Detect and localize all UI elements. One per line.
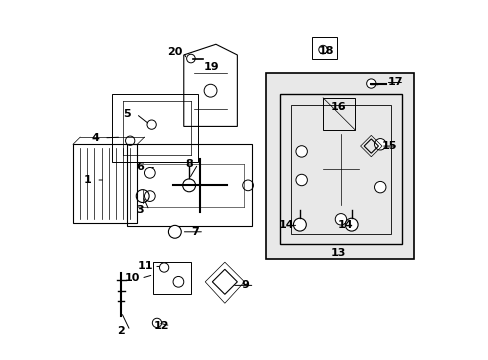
Circle shape [374,181,385,193]
Text: 19: 19 [203,63,219,72]
Text: 4: 4 [91,133,99,143]
Text: 2: 2 [117,326,125,336]
Text: 9: 9 [241,280,249,291]
Text: 14: 14 [337,220,353,230]
Text: 16: 16 [329,102,345,112]
Circle shape [159,263,168,272]
Circle shape [183,179,195,192]
Text: 15: 15 [381,141,396,151]
Text: 20: 20 [167,47,182,57]
Circle shape [345,218,357,231]
Circle shape [295,174,307,186]
Text: 5: 5 [123,109,131,119]
Text: 3: 3 [136,205,143,215]
Text: 6: 6 [136,162,144,172]
Circle shape [318,45,326,54]
Text: 7: 7 [191,227,199,237]
Text: 8: 8 [185,159,193,169]
Circle shape [293,218,305,231]
Circle shape [168,225,181,238]
Text: 13: 13 [330,248,345,258]
Text: 17: 17 [386,77,402,87]
Text: 10: 10 [124,273,140,283]
Bar [265,73,413,258]
Circle shape [147,120,156,129]
Circle shape [366,79,375,88]
Text: 1: 1 [83,175,91,185]
Circle shape [374,139,385,150]
Circle shape [335,213,346,225]
Circle shape [152,318,162,328]
Text: 14: 14 [278,220,294,230]
Text: 12: 12 [154,321,169,331]
Circle shape [186,54,195,63]
Text: 11: 11 [137,261,153,271]
Circle shape [295,146,307,157]
Text: 18: 18 [318,46,333,56]
